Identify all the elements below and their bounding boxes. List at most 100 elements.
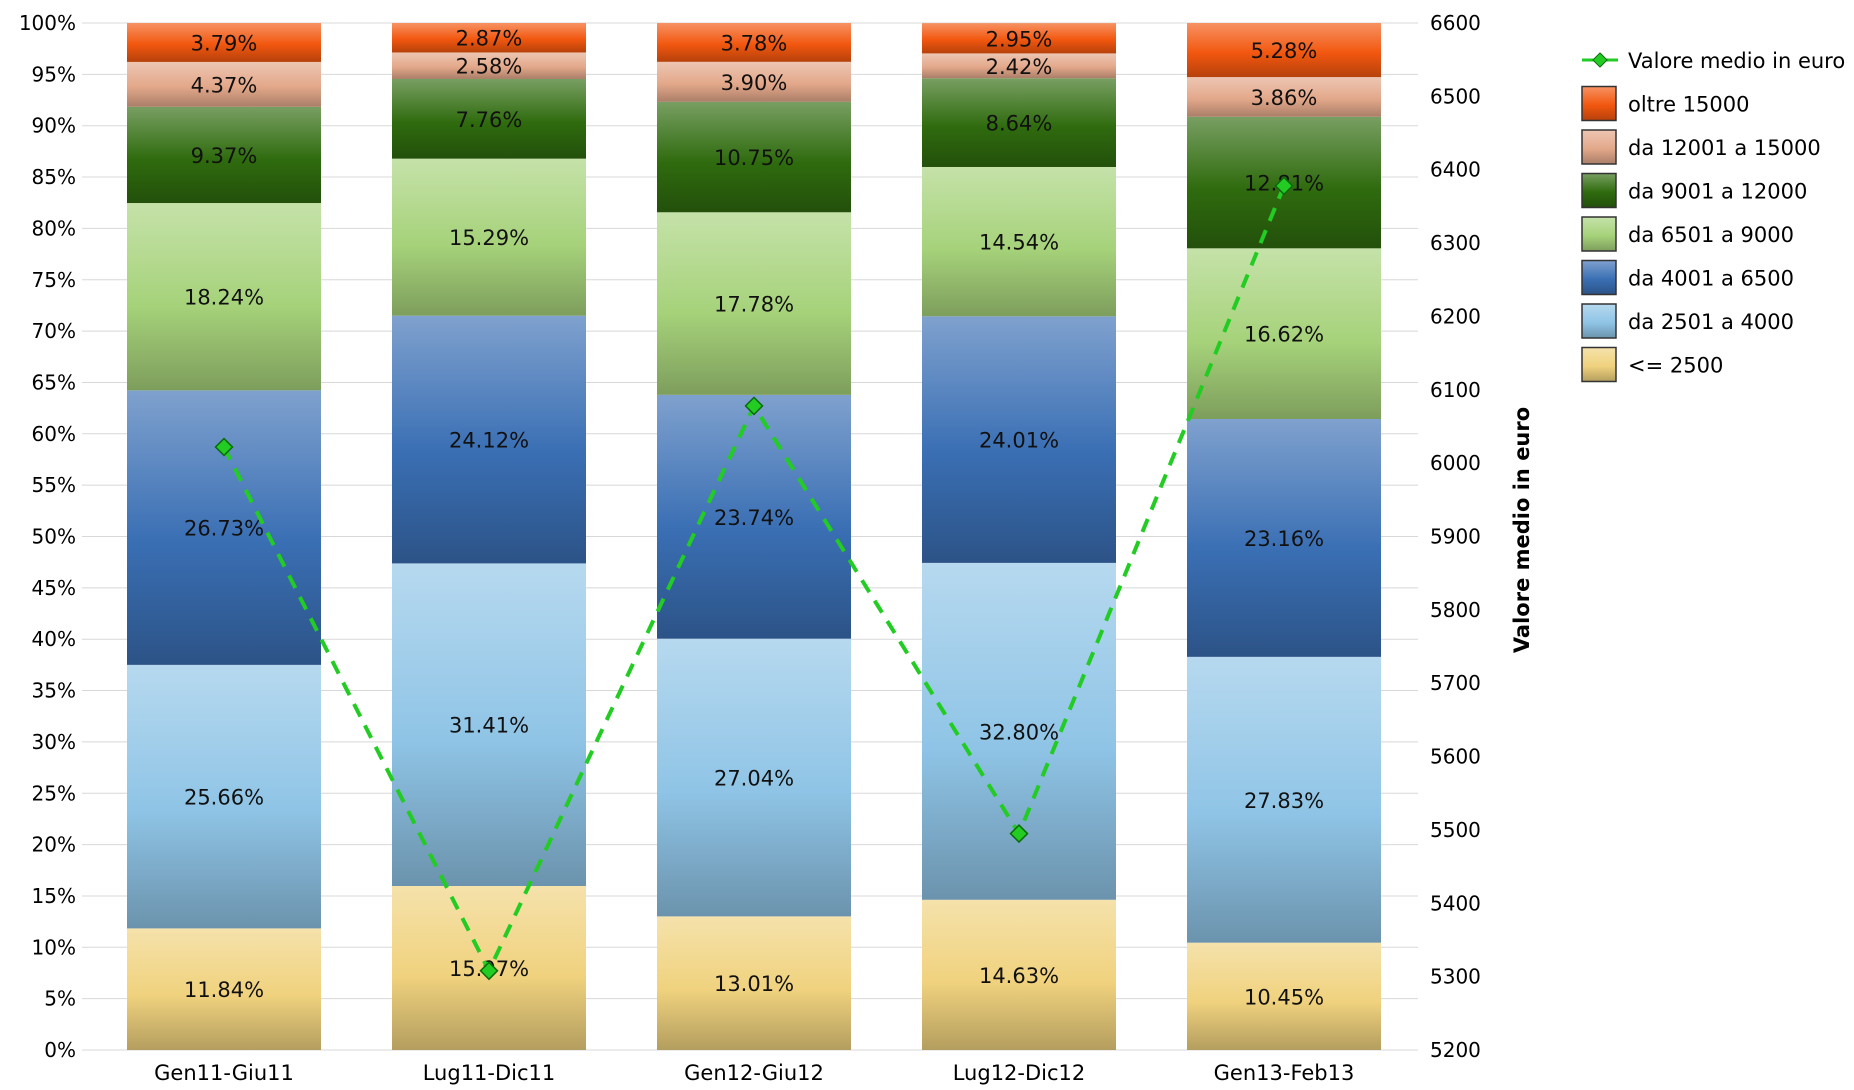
bar-segment [922,78,1116,167]
left-tick-label: 95% [32,62,76,86]
right-tick-label: 6500 [1430,84,1481,108]
category-label: Lug12-Dic12 [953,1061,1086,1085]
segment-value-label: 8.64% [986,112,1053,136]
bar-segment [922,166,1116,317]
segment-value-label: 23.16% [1244,527,1324,551]
bar-segment [657,23,851,62]
bar-segment [127,928,321,1050]
segment-value-label: 2.58% [456,55,523,79]
bar-segment [127,664,321,929]
left-tick-label: 25% [32,781,76,805]
left-tick-label: 20% [32,833,76,857]
legend-label: da 2501 a 4000 [1628,310,1794,334]
segment-value-label: 27.83% [1244,789,1324,813]
bars-group [127,23,1381,1050]
bar-segment [392,78,586,159]
legend-label: oltre 15000 [1628,93,1750,117]
bar-segment [392,23,586,53]
bar-segment [1187,656,1381,943]
left-tick-label: 10% [32,935,76,959]
left-tick-label: 100% [19,11,76,35]
right-tick-label: 5200 [1430,1038,1481,1062]
right-tick-label: 6400 [1430,158,1481,182]
segment-value-label: 24.12% [449,429,529,453]
segment-value-label: 10.45% [1244,985,1324,1009]
segment-value-label: 2.95% [986,27,1053,51]
bar-segment [657,394,851,639]
segment-value-label: 10.75% [714,146,794,170]
left-tick-label: 85% [32,165,76,189]
left-tick-label: 55% [32,473,76,497]
left-tick-label: 0% [44,1038,76,1062]
legend-swatch [1581,259,1617,296]
right-tick-label: 6300 [1430,231,1481,255]
bar-segment [922,899,1116,1050]
legend-swatch [1581,346,1617,383]
left-y-axis: 0% 5% 10% 15% 20% 25% 30% 35% 40% 45% 50% 55% 60% 65%… [19,11,76,1062]
segment-value-label: 3.78% [721,31,788,55]
average-value-line [214,176,1294,981]
legend-swatch [1581,216,1617,252]
left-tick-label: 50% [32,525,76,549]
bar-segment [922,23,1116,54]
bar-segment [1187,419,1381,657]
bar-segment [392,563,586,886]
bar-segment [922,316,1116,563]
bar-segment [657,916,851,1050]
left-tick-label: 75% [32,268,76,292]
right-axis-title: Valore medio in euro [1510,407,1534,653]
bar-segment [657,61,851,102]
segment-value-label: 4.37% [191,73,258,97]
average-point-marker [1274,176,1294,196]
legend-swatch [1581,172,1617,209]
left-tick-label: 90% [32,114,76,138]
legend-label: <= 2500 [1628,354,1723,378]
segment-value-label: 11.84% [184,978,264,1002]
right-tick-label: 6000 [1430,451,1481,475]
bar-segment [127,61,321,107]
segment-value-label: 3.86% [1251,86,1318,110]
right-tick-label: 5500 [1430,818,1481,842]
left-tick-label: 65% [32,370,76,394]
legend-label: Valore medio in euro [1628,49,1845,73]
bar-segment [127,390,321,665]
average-point-marker [744,396,764,416]
bar-segment [127,203,321,391]
segment-value-label: 32.80% [979,720,1059,744]
segment-value-label: 15.29% [449,226,529,250]
legend-label: da 6501 a 9000 [1628,223,1794,247]
bar-segment [657,638,851,917]
segment-value-label: 5.28% [1251,39,1318,63]
segment-value-label: 14.54% [979,231,1059,255]
category-label: Gen12-Giu12 [684,1061,824,1085]
segment-value-label: 2.42% [986,55,1053,79]
right-tick-label: 5800 [1430,598,1481,622]
legend: Valore medio in euro oltre 15000 da 12001 … [1581,49,1845,383]
right-tick-label: 5300 [1430,965,1481,989]
segment-value-label: 3.79% [191,31,258,55]
right-tick-label: 6200 [1430,304,1481,328]
legend-label: da 9001 a 12000 [1628,180,1807,204]
segment-value-label: 31.41% [449,714,529,738]
legend-swatch [1581,303,1617,339]
segment-value-label: 26.73% [184,517,264,541]
x-axis: Gen11-Giu11 Lug11-Dic11 Gen12-Giu12 Lug12-D… [154,1061,1354,1085]
right-tick-label: 6100 [1430,378,1481,402]
segment-value-label: 25.66% [184,786,264,810]
right-tick-label: 5400 [1430,891,1481,915]
left-tick-label: 70% [32,319,76,343]
bar-segment [1187,942,1381,1050]
legend-swatch [1581,85,1617,122]
segment-value-label: 23.74% [714,506,794,530]
right-tick-label: 5700 [1430,671,1481,695]
legend-swatch [1581,129,1617,165]
left-tick-label: 35% [32,679,76,703]
left-tick-label: 80% [32,216,76,240]
left-tick-label: 5% [44,987,76,1011]
left-tick-label: 15% [32,884,76,908]
category-label: Gen11-Giu11 [154,1061,294,1085]
average-point-marker [1009,824,1029,844]
bar-segment [392,158,586,316]
bar-segment [392,315,586,564]
legend-line-marker [1592,52,1608,68]
